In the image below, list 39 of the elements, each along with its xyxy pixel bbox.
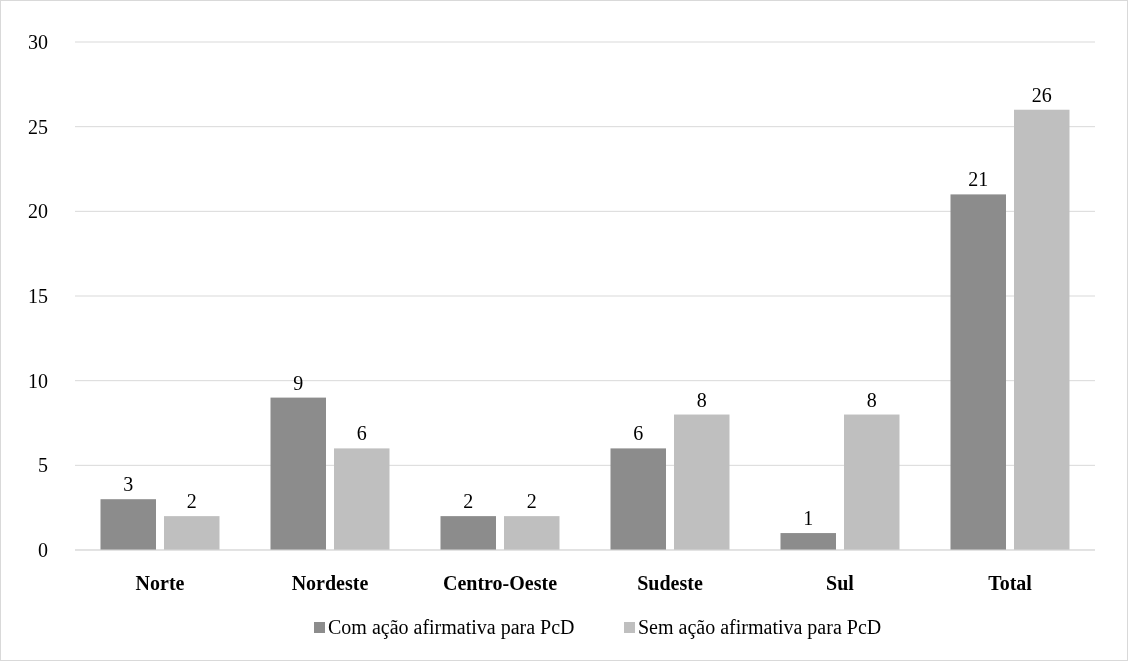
bar [504, 516, 560, 550]
bar [100, 499, 156, 550]
bar [844, 414, 900, 550]
data-label: 26 [1031, 83, 1052, 106]
data-label: 1 [803, 507, 814, 530]
data-label: 3 [123, 473, 134, 496]
bar [440, 516, 496, 550]
x-tick-label: Centro-Oeste [442, 572, 558, 594]
y-tick-label: 20 [28, 200, 48, 223]
y-tick-label: 10 [28, 369, 48, 392]
legend-label: Sem ação afirmativa para PcD [638, 616, 882, 639]
x-tick-label: Sul [826, 572, 855, 594]
legend-label: Com ação afirmativa para PcD [328, 616, 575, 639]
bar [334, 448, 390, 550]
data-label: 6 [356, 422, 367, 445]
data-label: 2 [463, 490, 474, 513]
data-label: 21 [968, 168, 989, 191]
y-tick-label: 5 [38, 454, 48, 477]
x-tick-label: Total [988, 572, 1033, 594]
y-tick-label: 15 [28, 285, 48, 307]
bar [780, 533, 836, 550]
bar [674, 414, 730, 550]
data-label: 2 [186, 490, 197, 513]
y-tick-label: 0 [38, 539, 48, 561]
data-label: 8 [866, 388, 877, 411]
data-label: 9 [293, 371, 304, 394]
data-label: 6 [633, 422, 644, 445]
x-tick-label: Sudeste [637, 572, 703, 594]
bar [610, 448, 666, 550]
y-tick-label: 25 [28, 115, 48, 138]
data-label: 8 [696, 388, 707, 411]
bar [1014, 109, 1070, 550]
x-tick-label: Norte [135, 572, 185, 594]
bar [164, 516, 220, 550]
x-tick-label: Nordeste [291, 572, 369, 594]
bar [270, 397, 326, 550]
data-label: 2 [526, 490, 537, 513]
bar [950, 194, 1006, 550]
y-tick-label: 30 [28, 31, 48, 53]
